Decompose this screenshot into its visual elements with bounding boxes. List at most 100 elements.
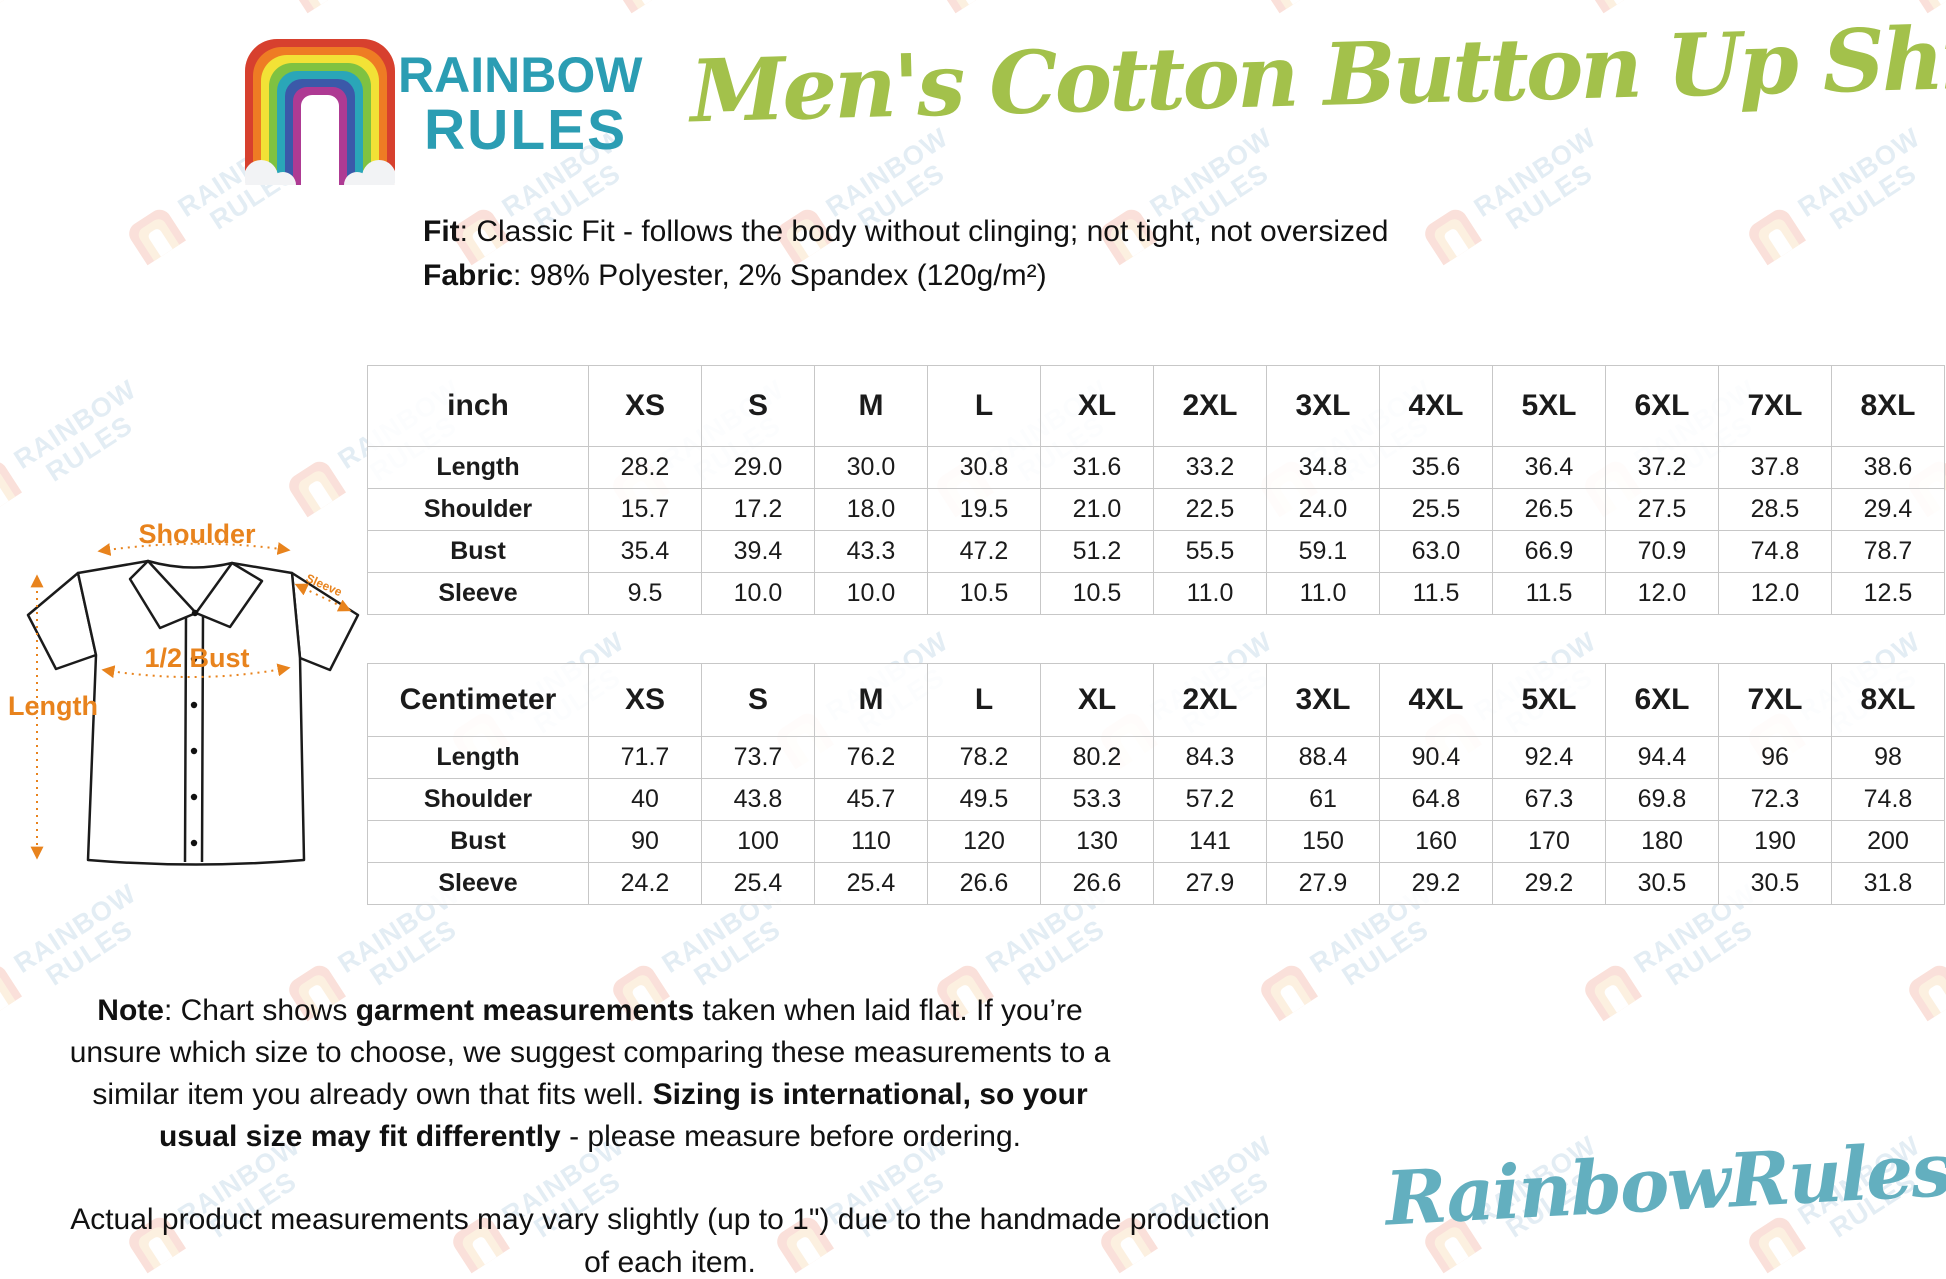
- size-header: 4XL: [1379, 365, 1493, 447]
- measurement-value: 78.7: [1831, 530, 1945, 573]
- measurement-value: 63.0: [1379, 530, 1493, 573]
- size-header: M: [814, 663, 928, 737]
- measurement-value: 59.1: [1266, 530, 1380, 573]
- measurement-value: 37.8: [1718, 446, 1832, 489]
- measurement-value: 170: [1492, 820, 1606, 863]
- measurement-value: 55.5: [1153, 530, 1267, 573]
- size-header: M: [814, 365, 928, 447]
- measurement-value: 47.2: [927, 530, 1041, 573]
- fabric-label: Fabric: [423, 259, 514, 292]
- measurement-value: 51.2: [1040, 530, 1154, 573]
- measurement-value: 74.8: [1831, 778, 1945, 821]
- measurement-value: 69.8: [1605, 778, 1719, 821]
- size-header: XS: [588, 365, 702, 447]
- measurement-value: 96: [1718, 736, 1832, 779]
- measurement-value: 24.0: [1266, 488, 1380, 531]
- measurement-value: 38.6: [1831, 446, 1945, 489]
- measurement-value: 94.4: [1605, 736, 1719, 779]
- measurement-value: 30.5: [1718, 862, 1832, 905]
- measurement-value: 88.4: [1266, 736, 1380, 779]
- measurement-value: 28.2: [588, 446, 702, 489]
- measurement-value: 120: [927, 820, 1041, 863]
- measurement-value: 73.7: [701, 736, 815, 779]
- size-header: 4XL: [1379, 663, 1493, 737]
- size-table: Centimeter XS S M L XL 2XL 3XL 4XL 5XL 6XL 7XL 8XL Le…: [367, 663, 1945, 905]
- size-header: 6XL: [1605, 663, 1719, 737]
- measurement-value: 17.2: [701, 488, 815, 531]
- measurement-value: 57.2: [1153, 778, 1267, 821]
- measurement-value: 45.7: [814, 778, 928, 821]
- measurement-row: Bust 90 100 110 120 130 141 150 160 170 180 190 200: [367, 820, 1945, 863]
- size-header: XL: [1040, 365, 1154, 447]
- measurement-value: 37.2: [1605, 446, 1719, 489]
- measurement-value: 34.8: [1266, 446, 1380, 489]
- shirt-diagram: Shoulder 1/2 Bust Length Sleeve: [8, 519, 360, 866]
- measurement-value: 64.8: [1379, 778, 1493, 821]
- size-header: S: [701, 663, 815, 737]
- size-header: 2XL: [1153, 663, 1267, 737]
- measurement-value: 84.3: [1153, 736, 1267, 779]
- unit-header: Centimeter: [367, 663, 589, 737]
- measurement-value: 39.4: [701, 530, 815, 573]
- measurement-value: 26.6: [1040, 862, 1154, 905]
- measurement-value: 12.0: [1718, 572, 1832, 615]
- size-header-row: inch XS S M L XL 2XL 3XL 4XL 5XL 6XL 7XL 8XL: [367, 365, 1945, 447]
- measurement-value: 71.7: [588, 736, 702, 779]
- measurement-value: 76.2: [814, 736, 928, 779]
- size-header: L: [927, 365, 1041, 447]
- measurement-label: Length: [367, 736, 589, 779]
- measurement-value: 100: [701, 820, 815, 863]
- measurement-value: 10.0: [701, 572, 815, 615]
- measurement-value: 27.9: [1153, 862, 1267, 905]
- size-header: 3XL: [1266, 663, 1380, 737]
- unit-header: inch: [367, 365, 589, 447]
- measurement-value: 92.4: [1492, 736, 1606, 779]
- size-header: 6XL: [1605, 365, 1719, 447]
- measurement-value: 40: [588, 778, 702, 821]
- measurement-value: 15.7: [588, 488, 702, 531]
- measurement-value: 27.9: [1266, 862, 1380, 905]
- measurement-row: Sleeve 24.2 25.4 25.4 26.6 26.6 27.9 27.9 29.2 29…: [367, 862, 1945, 905]
- measurement-value: 12.0: [1605, 572, 1719, 615]
- cloud-left: [245, 160, 296, 185]
- measurement-value: 35.6: [1379, 446, 1493, 489]
- note-segment: taken when laid flat. If you’re unsure w…: [69, 994, 1111, 1111]
- measurement-value: 72.3: [1718, 778, 1832, 821]
- measurement-value: 29.4: [1831, 488, 1945, 531]
- size-header: XS: [588, 663, 702, 737]
- shoulder-label: Shoulder: [138, 519, 255, 549]
- measurement-value: 30.5: [1605, 862, 1719, 905]
- measurement-value: 27.5: [1605, 488, 1719, 531]
- size-table-cm: Centimeter XS S M L XL 2XL 3XL 4XL 5XL 6XL 7XL 8XL Le…: [367, 663, 1945, 905]
- size-header: 7XL: [1718, 365, 1832, 447]
- measurement-value: 28.5: [1718, 488, 1832, 531]
- size-header: 2XL: [1153, 365, 1267, 447]
- fit-line: Fit: Classic Fit - follows the body with…: [423, 210, 1388, 254]
- measurement-value: 36.4: [1492, 446, 1606, 489]
- measurement-value: 31.8: [1831, 862, 1945, 905]
- page-title: Men's Cotton Button Up Shirt: [688, 5, 1946, 143]
- rainbow-logo-icon: [245, 39, 395, 185]
- note-segment: : Chart shows: [163, 994, 356, 1027]
- measurement-value: 11.0: [1153, 572, 1267, 615]
- measurement-value: 11.0: [1266, 572, 1380, 615]
- product-description: Fit: Classic Fit - follows the body with…: [423, 210, 1388, 298]
- length-label: Length: [8, 691, 98, 721]
- note-segment: - please measure before ordering.: [560, 1120, 1022, 1153]
- measurement-value: 26.6: [927, 862, 1041, 905]
- measurement-value: 90.4: [1379, 736, 1493, 779]
- measurement-value: 35.4: [588, 530, 702, 573]
- measurement-value: 43.3: [814, 530, 928, 573]
- half-bust-label: 1/2 Bust: [144, 643, 249, 673]
- logo-line-1: RAINBOW: [398, 47, 643, 103]
- measurement-label: Bust: [367, 530, 589, 573]
- measurement-value: 18.0: [814, 488, 928, 531]
- measurement-value: 61: [1266, 778, 1380, 821]
- fit-label: Fit: [423, 215, 460, 248]
- measurement-value: 19.5: [927, 488, 1041, 531]
- measurement-value: 30.8: [927, 446, 1041, 489]
- measurement-value: 25.4: [701, 862, 815, 905]
- fabric-text: : 98% Polyester, 2% Spandex (120g/m²): [513, 259, 1047, 292]
- measurement-value: 31.6: [1040, 446, 1154, 489]
- measurement-value: 25.4: [814, 862, 928, 905]
